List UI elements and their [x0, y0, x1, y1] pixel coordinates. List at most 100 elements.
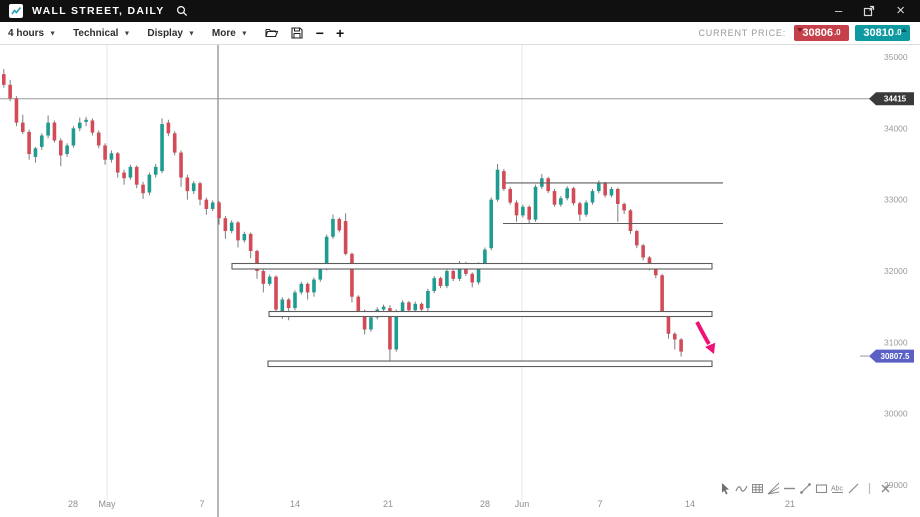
- candle: [616, 188, 620, 204]
- support-zone-drawing[interactable]: [231, 262, 713, 270]
- grid-tool-icon[interactable]: [751, 481, 764, 495]
- candle: [331, 218, 335, 237]
- x-axis-label: 21: [383, 499, 393, 509]
- candle: [508, 188, 512, 203]
- candle: [58, 140, 63, 156]
- candle: [280, 299, 285, 311]
- support-zone-drawing[interactable]: [267, 360, 713, 368]
- candle: [438, 278, 443, 286]
- candle: [52, 122, 57, 141]
- candle: [210, 202, 215, 209]
- candle: [179, 152, 183, 178]
- open-folder-icon[interactable]: [265, 27, 278, 39]
- candle: [77, 122, 82, 129]
- price-level-badge: [869, 92, 914, 106]
- candle: [46, 122, 50, 136]
- toolbar-divider: [863, 481, 876, 495]
- y-axis-label: 35000: [884, 52, 908, 62]
- popout-icon[interactable]: [857, 5, 881, 17]
- more-menu-label: More: [211, 27, 236, 39]
- fan-tool-icon[interactable]: [767, 481, 780, 495]
- candle: [533, 186, 538, 220]
- candle: [343, 221, 348, 254]
- x-axis-label: 28: [68, 499, 78, 509]
- horizontal-line-tool-icon[interactable]: [783, 481, 796, 495]
- candle: [559, 198, 563, 205]
- candle: [578, 203, 582, 215]
- x-axis-label: 21: [785, 499, 795, 509]
- buy-price-button[interactable]: 30810 .0: [855, 25, 910, 41]
- candle: [400, 302, 405, 312]
- candle: [470, 273, 475, 283]
- zoom-out-button[interactable]: −: [315, 25, 324, 41]
- candle: [356, 296, 361, 311]
- x-axis-label: May: [98, 499, 116, 509]
- candle: [115, 153, 120, 173]
- display-menu-label: Display: [147, 27, 183, 39]
- zoom-in-button[interactable]: +: [335, 25, 345, 41]
- trendline-tool-icon[interactable]: [799, 481, 812, 495]
- candle: [141, 184, 145, 194]
- candle: [84, 119, 88, 122]
- x-axis-label: 7: [597, 499, 602, 509]
- x-axis-label: 14: [290, 499, 300, 509]
- line-tool-icon[interactable]: [847, 481, 860, 495]
- display-menu[interactable]: Display ▼: [147, 28, 195, 39]
- candle: [33, 148, 38, 157]
- close-button[interactable]: ×: [896, 2, 905, 19]
- candle: [217, 202, 221, 219]
- chart-toolbar: 4 hours ▼ Technical ▼ Display ▼ More ▼ −…: [0, 22, 920, 45]
- candle: [223, 218, 228, 232]
- candle: [293, 292, 297, 309]
- candle: [185, 177, 190, 192]
- candle: [565, 188, 569, 199]
- freehand-tool-icon[interactable]: [735, 481, 748, 495]
- current-price-badge: [869, 349, 914, 363]
- sell-price-main: 30806: [802, 27, 833, 39]
- pointer-tool-icon[interactable]: [719, 481, 732, 495]
- candle: [426, 290, 430, 309]
- candle: [39, 135, 44, 147]
- timeframe-dropdown[interactable]: 4 hours ▼: [8, 28, 56, 39]
- candle: [628, 210, 633, 232]
- chevron-down-icon: ▼: [187, 30, 195, 37]
- candle: [419, 303, 424, 310]
- candle: [312, 279, 316, 293]
- candle: [109, 153, 114, 160]
- tick-down-icon: [797, 28, 803, 32]
- save-icon[interactable]: [291, 27, 303, 39]
- candle: [236, 222, 240, 241]
- candle: [597, 183, 601, 192]
- candle: [666, 312, 671, 334]
- candle: [20, 122, 25, 132]
- candle: [603, 183, 607, 196]
- technical-menu-label: Technical: [73, 27, 119, 39]
- candle: [198, 183, 202, 200]
- minimize-button[interactable]: –: [835, 3, 843, 18]
- arrow-annotation-head[interactable]: [705, 342, 716, 354]
- search-icon[interactable]: [176, 5, 188, 17]
- candle: [514, 202, 519, 216]
- current-price-label: CURRENT PRICE:: [698, 28, 786, 38]
- text-tool-icon[interactable]: Abc: [831, 481, 844, 495]
- candle: [350, 253, 354, 297]
- candle: [337, 218, 342, 231]
- candle: [432, 278, 437, 291]
- x-axis-label: 28: [480, 499, 490, 509]
- candle: [103, 145, 107, 160]
- candle: [476, 264, 481, 283]
- title-bar: WALL STREET, DAILY – ×: [0, 0, 920, 22]
- rectangle-tool-icon[interactable]: [815, 481, 828, 495]
- sell-price-button[interactable]: 30806 .0: [794, 25, 849, 41]
- more-menu[interactable]: More ▼: [212, 28, 248, 39]
- candle: [635, 231, 639, 246]
- candle: [653, 267, 658, 276]
- arrow-annotation[interactable]: [695, 321, 711, 346]
- candle: [388, 308, 392, 350]
- candle: [679, 339, 683, 352]
- close-toolbar-icon[interactable]: [879, 481, 892, 495]
- candle: [261, 271, 266, 284]
- support-zone-drawing[interactable]: [268, 310, 713, 318]
- technical-menu[interactable]: Technical ▼: [73, 28, 130, 39]
- candle: [8, 84, 12, 99]
